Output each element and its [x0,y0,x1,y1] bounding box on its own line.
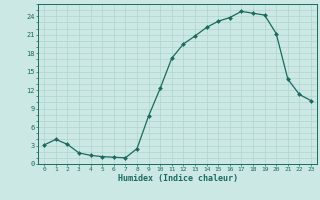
X-axis label: Humidex (Indice chaleur): Humidex (Indice chaleur) [118,174,238,183]
